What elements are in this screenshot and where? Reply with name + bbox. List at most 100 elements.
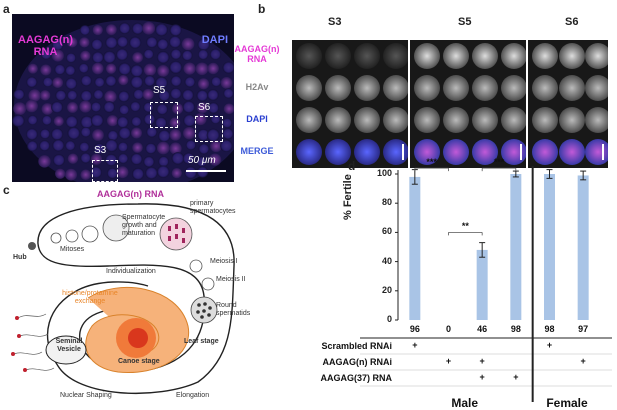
stage-hub: Hub xyxy=(13,254,27,261)
micrograph-cell xyxy=(80,126,92,138)
micrograph-cell xyxy=(133,89,144,100)
spermatogenesis-diagram xyxy=(11,203,235,395)
micrograph-cell xyxy=(223,88,234,99)
micrograph-cell xyxy=(27,140,38,152)
micrograph-cell xyxy=(118,62,132,76)
micrograph-cell xyxy=(106,115,119,127)
condition-name: AAGAG(n) RNAi xyxy=(322,357,393,367)
micrograph-cell xyxy=(65,65,76,76)
micrograph-cell xyxy=(143,156,155,168)
micrograph-cell xyxy=(146,126,158,138)
nucleus-blob xyxy=(414,107,440,133)
micrograph-cell xyxy=(116,48,129,61)
stage-leaf: Leaf stage xyxy=(184,338,219,345)
column-s5: S5 xyxy=(458,16,472,28)
micrograph-cell xyxy=(207,62,219,75)
nucleus-blob xyxy=(354,107,380,133)
micrograph-cell xyxy=(182,89,194,101)
micrograph-cell xyxy=(181,50,193,61)
nucleus-blob xyxy=(383,107,408,133)
micrograph-tile xyxy=(410,40,526,72)
micrograph-cell xyxy=(220,77,233,89)
nucleus-blob xyxy=(472,43,498,69)
micrograph-cell xyxy=(155,76,168,90)
y-tick-label: 60 xyxy=(381,226,392,237)
micrograph-cell xyxy=(90,114,104,127)
micrograph-tile xyxy=(292,136,408,168)
micrograph-cell xyxy=(117,153,129,164)
significance-label: *** xyxy=(493,157,505,168)
micrograph-cell xyxy=(142,88,154,100)
micrograph-cell xyxy=(41,115,52,126)
significance-label: *** xyxy=(426,157,437,168)
condition-mark: + xyxy=(580,356,586,366)
micrograph-cell xyxy=(65,115,78,128)
micrograph-cell xyxy=(156,51,170,64)
bar-count: 98 xyxy=(544,324,555,334)
panel-c-label: c xyxy=(3,183,10,197)
scale-bar xyxy=(186,170,226,172)
micrograph-cell xyxy=(197,38,210,51)
box-s6-label: S6 xyxy=(198,102,211,113)
micrograph-cell xyxy=(94,77,105,88)
micrograph-cell xyxy=(157,165,170,178)
stage-round: Round spermatids xyxy=(216,302,251,317)
micrograph-cell xyxy=(51,128,64,141)
dapi-label: DAPI xyxy=(201,34,228,46)
micrograph-cell xyxy=(158,89,171,102)
scale-bar-label: 50 μm xyxy=(188,155,216,166)
scale-bar xyxy=(402,144,404,160)
micrograph-cell xyxy=(66,52,77,63)
micrograph-cell xyxy=(107,167,118,179)
nucleus-blob xyxy=(325,107,351,133)
micrograph-cell xyxy=(129,36,142,49)
nucleus-blob xyxy=(414,75,440,101)
micrograph-cell xyxy=(67,102,78,113)
micrograph-cell xyxy=(118,22,131,35)
micrograph-cell xyxy=(80,152,91,164)
micrograph-cell xyxy=(27,63,38,74)
nucleus-blob xyxy=(558,75,585,101)
micrograph-cell xyxy=(91,38,103,51)
micrograph-cell xyxy=(157,65,170,77)
nucleus-blob xyxy=(354,139,380,165)
micrograph-cell xyxy=(198,143,210,155)
micrograph-cell xyxy=(93,143,105,155)
nucleus-blob xyxy=(532,139,558,165)
micrograph-cell xyxy=(196,102,209,114)
micrograph-cell xyxy=(156,103,168,115)
micrograph-cell xyxy=(222,128,234,140)
nucleus-blob xyxy=(585,107,608,133)
micrograph-cell xyxy=(80,90,93,102)
nucleus-blob xyxy=(501,75,526,101)
micrograph-cell xyxy=(116,166,129,179)
nucleus-blob xyxy=(296,75,322,101)
micrograph-cell xyxy=(210,140,223,153)
bar xyxy=(409,176,421,320)
nucleus-blob xyxy=(558,43,585,69)
micrograph-cells xyxy=(12,20,234,182)
micrograph-cell xyxy=(170,48,182,60)
micrograph-tile xyxy=(292,72,408,104)
panel-a-label: a xyxy=(3,2,10,16)
column-s6: S6 xyxy=(565,16,579,28)
column-s3: S3 xyxy=(328,16,342,28)
micrograph-cell xyxy=(27,115,38,126)
micrograph-cell xyxy=(52,139,65,152)
fertility-chart xyxy=(360,166,612,402)
micrograph-cell xyxy=(196,89,209,102)
group-female: Female xyxy=(546,396,588,410)
micrograph-cell xyxy=(42,77,53,88)
micrograph-cell xyxy=(80,50,91,61)
micrograph-cell xyxy=(105,24,117,36)
micrograph-cell xyxy=(196,156,207,167)
micrograph-cell xyxy=(52,77,64,88)
micrograph-cell xyxy=(143,113,156,126)
micrograph-cell xyxy=(208,153,222,166)
micrograph-cell xyxy=(170,75,182,87)
row-label: DAPI xyxy=(246,114,268,124)
nucleus-blob xyxy=(414,139,440,165)
micrograph-cell xyxy=(169,128,182,141)
micrograph-cell xyxy=(146,36,158,48)
nucleus-blob xyxy=(472,107,498,133)
